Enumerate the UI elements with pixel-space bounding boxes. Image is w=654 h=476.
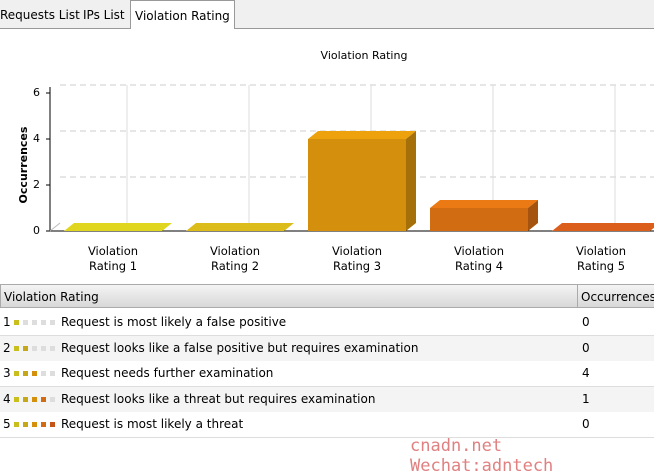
rating-description: Request needs further examination bbox=[61, 366, 274, 381]
tab[interactable]: IPs List bbox=[83, 8, 125, 22]
rating-icon bbox=[41, 345, 46, 351]
column-header: Violation Rating bbox=[0, 284, 578, 308]
bar-top bbox=[430, 200, 538, 208]
occurrences: 0 bbox=[582, 340, 590, 355]
table-row: 5 Request is most likely a threat 0 bbox=[0, 412, 654, 439]
x-tick-label: Violation Rating 3 bbox=[331, 244, 383, 273]
rating-icon bbox=[41, 396, 46, 402]
rating-number: 1 bbox=[3, 315, 11, 329]
y-tick-label: 6 bbox=[33, 86, 40, 99]
x-tick-label: Violation Rating 2 bbox=[209, 244, 261, 273]
rating-number: 3 bbox=[3, 366, 11, 381]
tab-bar: Requests List IPs List Violation Rating bbox=[0, 0, 654, 29]
rating-icon bbox=[50, 320, 55, 325]
table-row: 1 Request is most likely a false positive… bbox=[0, 310, 654, 336]
table-row: 2 Request looks like a false positive but… bbox=[0, 335, 654, 362]
rating-icon bbox=[50, 371, 55, 377]
rating-icon bbox=[50, 345, 55, 351]
bar-top bbox=[552, 223, 654, 231]
x-tick-label: Violation Rating 5 bbox=[575, 244, 627, 273]
rating-description: Request is most likely a false positive bbox=[61, 315, 287, 329]
occurrences: 1 bbox=[582, 391, 590, 406]
tab[interactable]: Requests List bbox=[0, 8, 80, 22]
bar-side bbox=[406, 131, 416, 231]
rating-icon bbox=[32, 345, 37, 351]
rating-icon bbox=[32, 396, 37, 402]
bar-top bbox=[186, 223, 294, 231]
floor-edge bbox=[49, 222, 61, 232]
rating-icon bbox=[14, 345, 19, 351]
rating-description: Request looks like a false positive but … bbox=[61, 340, 419, 355]
table-row: 4 Request looks like a threat but require… bbox=[0, 386, 654, 413]
rating-icon bbox=[41, 422, 46, 428]
rating-icon bbox=[50, 422, 55, 428]
column-header: Occurrences bbox=[577, 284, 654, 308]
bar bbox=[430, 208, 528, 231]
rating-icon bbox=[23, 320, 28, 325]
y-tick-label: 0 bbox=[33, 224, 40, 237]
rating-icon bbox=[14, 422, 19, 428]
rating-description: Request is most likely a threat bbox=[61, 417, 244, 432]
rating-number: 2 bbox=[3, 340, 11, 355]
rating-icon bbox=[32, 422, 37, 428]
watermark: cnadn.net Wechat:adntech bbox=[410, 436, 554, 476]
rating-icon bbox=[23, 396, 28, 402]
bar-top bbox=[64, 223, 172, 231]
rating-icon bbox=[50, 396, 55, 402]
chart-title: Violation Rating bbox=[321, 49, 408, 62]
x-tick-label: Violation Rating 4 bbox=[453, 244, 505, 273]
occurrences: 0 bbox=[582, 315, 590, 329]
bar bbox=[308, 139, 406, 231]
rating-icon bbox=[14, 396, 19, 402]
rating-icon bbox=[32, 320, 37, 325]
occurrences: 0 bbox=[582, 417, 590, 432]
rating-icon bbox=[23, 371, 28, 377]
bar-top bbox=[308, 131, 416, 139]
rating-icon bbox=[14, 371, 19, 377]
occurrences: 4 bbox=[582, 366, 590, 381]
rating-icon bbox=[32, 371, 37, 377]
table-row: 3 Request needs further examination 4 bbox=[0, 361, 654, 388]
chart: Violation Rating Occurrences 0 2 4 6 bbox=[17, 49, 654, 237]
rating-icon bbox=[14, 320, 19, 325]
rating-icon bbox=[23, 345, 28, 351]
tab-selected[interactable]: Violation Rating bbox=[130, 0, 235, 29]
y-tick-label: 4 bbox=[33, 132, 40, 145]
rating-icon bbox=[41, 320, 46, 325]
rating-icon bbox=[41, 371, 46, 377]
x-tick-label: Violation Rating 1 bbox=[87, 244, 139, 273]
rating-number: 5 bbox=[3, 417, 11, 432]
bar-side bbox=[528, 200, 538, 231]
rating-number: 4 bbox=[3, 391, 11, 406]
rating-description: Request looks like a threat but requires… bbox=[61, 391, 376, 406]
y-axis-label: Occurrences bbox=[17, 126, 30, 203]
y-tick-label: 2 bbox=[33, 178, 40, 191]
rating-icon bbox=[23, 422, 28, 428]
